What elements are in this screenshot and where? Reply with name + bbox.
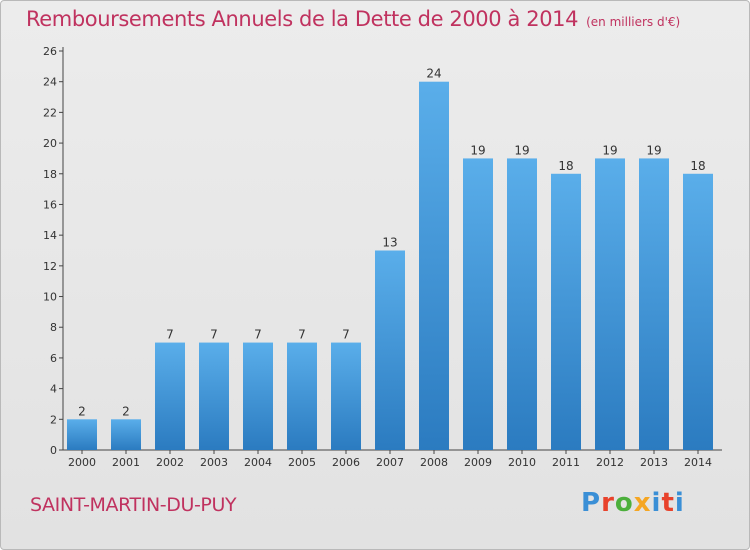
- bar-2004: [243, 342, 273, 450]
- data-label-2002: 7: [166, 328, 174, 342]
- y-tick-label: 26: [43, 45, 57, 58]
- y-tick-label: 4: [50, 383, 57, 396]
- logo-letter: x: [633, 488, 652, 518]
- data-label-2006: 7: [342, 328, 350, 342]
- proxiti-logo: Proxiti: [581, 488, 685, 518]
- x-tick-label: 2005: [288, 456, 316, 469]
- bar-2008: [419, 81, 449, 450]
- y-tick-label: 10: [43, 291, 57, 304]
- data-label-2009: 19: [470, 143, 485, 157]
- data-label-2008: 24: [426, 67, 441, 81]
- y-tick-label: 0: [50, 444, 57, 457]
- data-label-2007: 13: [382, 236, 397, 250]
- bar-2010: [507, 158, 537, 450]
- logo-letter: i: [651, 488, 662, 518]
- bar-2011: [551, 173, 581, 450]
- bar-2013: [639, 158, 669, 450]
- bar-2002: [155, 342, 185, 450]
- bar-2009: [463, 158, 493, 450]
- bar-2012: [595, 158, 625, 450]
- bar-2000: [67, 419, 97, 450]
- logo-letter: i: [674, 488, 685, 518]
- y-tick-label: 22: [43, 106, 57, 119]
- y-tick-label: 2: [50, 413, 57, 426]
- data-label-2011: 18: [558, 159, 573, 173]
- x-tick-label: 2013: [640, 456, 668, 469]
- bar-2003: [199, 342, 229, 450]
- x-tick-label: 2000: [68, 456, 96, 469]
- y-tick-label: 18: [43, 168, 57, 181]
- data-label-2003: 7: [210, 328, 218, 342]
- y-tick-label: 20: [43, 137, 57, 150]
- data-label-2010: 19: [514, 143, 529, 157]
- x-tick-label: 2001: [112, 456, 140, 469]
- bar-2005: [287, 342, 317, 450]
- logo-letter: t: [661, 488, 675, 518]
- x-tick-label: 2012: [596, 456, 624, 469]
- x-tick-label: 2007: [376, 456, 404, 469]
- bar-2014: [683, 173, 713, 450]
- data-label-2013: 19: [646, 143, 661, 157]
- x-tick-label: 2006: [332, 456, 360, 469]
- data-label-2004: 7: [254, 328, 262, 342]
- y-tick-label: 12: [43, 260, 57, 273]
- x-tick-label: 2009: [464, 456, 492, 469]
- data-label-2001: 2: [122, 404, 130, 418]
- bar-2007: [375, 250, 405, 450]
- logo-letter: o: [614, 488, 634, 518]
- bar-2006: [331, 342, 361, 450]
- logo-letter: r: [601, 488, 615, 518]
- x-tick-label: 2004: [244, 456, 272, 469]
- x-tick-label: 2003: [200, 456, 228, 469]
- x-tick-label: 2010: [508, 456, 536, 469]
- chart-title-text: Remboursements Annuels de la Dette de 20…: [26, 7, 579, 31]
- x-tick-label: 2011: [552, 456, 580, 469]
- chart-unit: (en milliers d'€): [586, 15, 681, 29]
- y-tick-label: 16: [43, 198, 57, 211]
- data-label-2012: 19: [602, 143, 617, 157]
- data-label-2000: 2: [78, 404, 86, 418]
- y-tick-label: 24: [43, 76, 57, 89]
- y-tick-label: 6: [50, 352, 57, 365]
- x-tick-label: 2002: [156, 456, 184, 469]
- chart-title: Remboursements Annuels de la Dette de 20…: [26, 7, 680, 31]
- x-tick-label: 2008: [420, 456, 448, 469]
- y-tick-label: 14: [43, 229, 57, 242]
- data-label-2014: 18: [690, 159, 705, 173]
- logo-letter: P: [581, 488, 602, 518]
- bar-2001: [111, 419, 141, 450]
- x-tick-label: 2014: [684, 456, 712, 469]
- town-name: SAINT-MARTIN-DU-PUY: [30, 494, 237, 516]
- y-tick-label: 8: [50, 321, 57, 334]
- data-label-2005: 7: [298, 328, 306, 342]
